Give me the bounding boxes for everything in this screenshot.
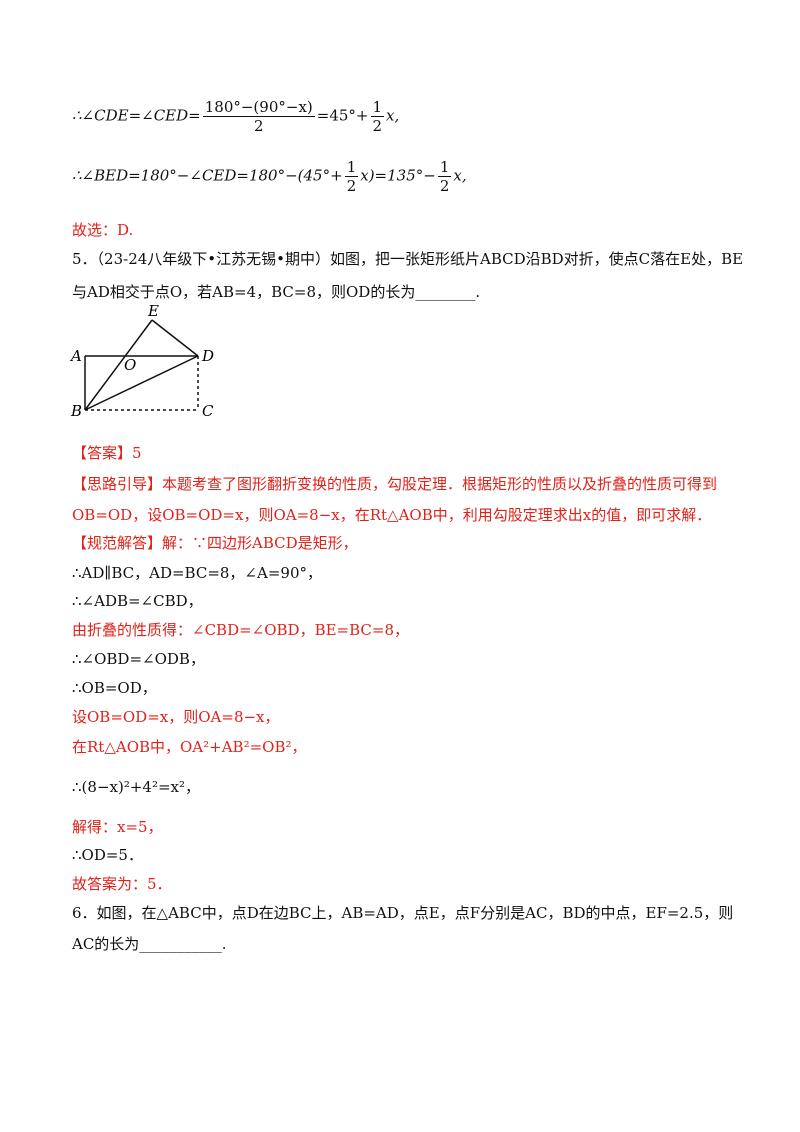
formula-line: ∴∠CDE=∠CED= 180°−(90°−x) 2 =45°+ 1 2 x, [72,98,399,135]
hint-text: 本题考查了图形翻折变换的性质，勾股定理．根据矩形的性质以及折叠的性质可得到 [162,475,718,493]
fraction: 180°−(90°−x) 2 [202,98,315,135]
solution-line: ∴(8−x)²+4²=x²， [72,778,200,796]
denominator: 2 [439,177,450,195]
label: 【规范解答】 [72,534,163,552]
figure: E A O D B C [69,302,214,420]
numerator: 1 [437,158,452,177]
hint: 【思路引导】本题考查了图形翻折变换的性质，勾股定理．根据矩形的性质以及折叠的性质… [72,474,717,494]
solution-line: ∴∠OBD=∠ODB， [72,650,205,668]
text: ∴∠BED=180°−∠CED=180°−(45°+ [72,166,343,185]
text: x)=135°− [360,166,436,185]
point-label: B [70,402,82,420]
label: 【答案】 [72,444,133,462]
numerator: 1 [344,158,359,177]
text: x, [453,166,467,185]
solution: 【规范解答】解：∵四边形ABCD是矩形， [72,533,358,553]
question-text: 与AD相交于点O，若AB=4，BC=8，则OD的长为________. [72,283,481,301]
edge-be [84,319,153,411]
solution-line: 解得：x=5， [72,818,163,836]
question-text: 6．如图，在△ABC中，点D在边BC上，AB=AD，点E，点F分别是AC，BD的… [72,904,734,922]
solution-line: ∴OB=OD， [72,679,157,697]
denominator: 2 [253,117,264,135]
hint: OB=OD，设OB=OD=x，则OA=8−x，在Rt△AOB中，利用勾股定理求出… [72,506,712,524]
solution-line: 故答案为：5． [72,875,172,893]
numerator: 1 [370,98,385,117]
denominator: 2 [372,117,383,135]
text: ∴∠CDE=∠CED= [72,106,201,125]
edge-ed [151,319,199,357]
question-text: AC的长为___________. [72,935,227,953]
solution-line: 设OB=OD=x，则OA=8−x， [72,708,280,726]
label: 【思路引导】 [72,475,163,493]
solution-line: ∴OD=5． [72,846,143,864]
text: x, [386,106,400,125]
choice: 故选：D. [72,221,134,239]
point-label: E [147,302,159,320]
numerator: 180°−(90°−x) [202,98,315,117]
question-text: 5．（23-24八年级下•江苏无锡•期中）如图，把一张矩形纸片ABCD沿BD对折… [72,250,744,268]
solution-text: 解：∵四边形ABCD是矩形， [162,534,358,552]
point-label: D [201,347,214,365]
answer: 【答案】5 [72,443,142,463]
point-label: A [69,347,82,365]
solution-line: 由折叠的性质得：∠CBD=∠OBD，BE=BC=8， [72,621,410,639]
point-label: C [202,402,214,420]
formula-line: ∴∠BED=180°−∠CED=180°−(45°+ 1 2 x)=135°− 1 2 x, [72,158,467,195]
edge-bd [84,355,199,411]
denominator: 2 [346,177,357,195]
text: =45°+ [316,106,369,125]
solution-line: ∴AD∥BC，AD=BC=8，∠A=90°， [72,564,322,582]
solution-line: 在Rt△AOB中，OA²+AB²=OB²， [72,738,307,756]
solution-line: ∴∠ADB=∠CBD， [72,592,203,610]
point-label: O [124,356,136,374]
answer-value: 5 [132,444,142,462]
